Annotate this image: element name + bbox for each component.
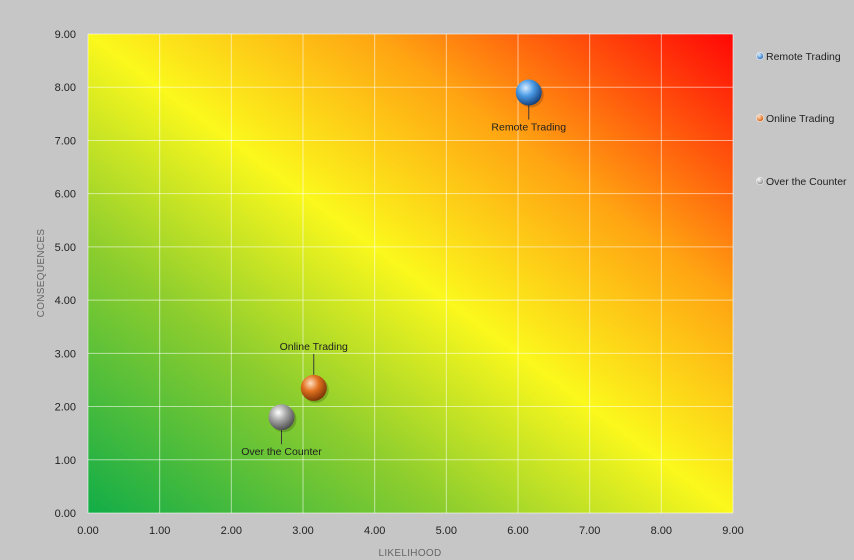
y-tick-label: 8.00 bbox=[55, 82, 76, 94]
y-tick-label: 6.00 bbox=[55, 189, 76, 201]
y-tick-label: 3.00 bbox=[55, 348, 76, 360]
x-tick-label: 2.00 bbox=[221, 525, 242, 537]
x-tick-label: 6.00 bbox=[507, 525, 528, 537]
plot-area bbox=[88, 34, 733, 513]
x-tick-label: 9.00 bbox=[722, 525, 743, 537]
legend-marker bbox=[756, 177, 764, 185]
data-point-label: Online Trading bbox=[280, 341, 348, 353]
x-tick-label: 7.00 bbox=[579, 525, 600, 537]
data-point bbox=[268, 404, 295, 431]
x-tick-label: 3.00 bbox=[292, 525, 313, 537]
legend-marker bbox=[756, 52, 764, 60]
y-tick-label: 9.00 bbox=[55, 29, 76, 41]
x-tick-label: 5.00 bbox=[436, 525, 457, 537]
x-axis-title: LIKELIHOOD bbox=[378, 548, 441, 559]
x-tick-label: 0.00 bbox=[77, 525, 98, 537]
x-tick-label: 1.00 bbox=[149, 525, 170, 537]
legend-item-label: Online Trading bbox=[766, 113, 834, 125]
legend-item-label: Over the Counter bbox=[766, 176, 847, 188]
data-point bbox=[515, 79, 542, 106]
y-tick-label: 4.00 bbox=[55, 295, 76, 307]
y-tick-label: 0.00 bbox=[55, 508, 76, 520]
data-point bbox=[300, 374, 327, 401]
grid-lines bbox=[87, 33, 734, 514]
data-points: Remote Trading Online Trading Over the Cou… bbox=[241, 79, 566, 458]
legend-marker bbox=[756, 114, 764, 122]
legend: Remote Trading Online Trading Over the Cou… bbox=[756, 51, 847, 188]
data-point-label: Over the Counter bbox=[241, 446, 322, 458]
y-axis-title: CONSEQUENCES bbox=[36, 229, 47, 318]
y-tick-label: 5.00 bbox=[55, 242, 76, 254]
data-point-label: Remote Trading bbox=[491, 122, 566, 134]
y-tick-label: 2.00 bbox=[55, 402, 76, 414]
axis-ticks: 0.00 1.00 2.00 3.00 4.00 5.00 6.00 7.00 8.00 9.00… bbox=[55, 29, 744, 537]
legend-item-label: Remote Trading bbox=[766, 51, 841, 63]
x-tick-label: 8.00 bbox=[651, 525, 672, 537]
y-tick-label: 7.00 bbox=[55, 135, 76, 147]
x-tick-label: 4.00 bbox=[364, 525, 385, 537]
y-tick-label: 1.00 bbox=[55, 455, 76, 467]
